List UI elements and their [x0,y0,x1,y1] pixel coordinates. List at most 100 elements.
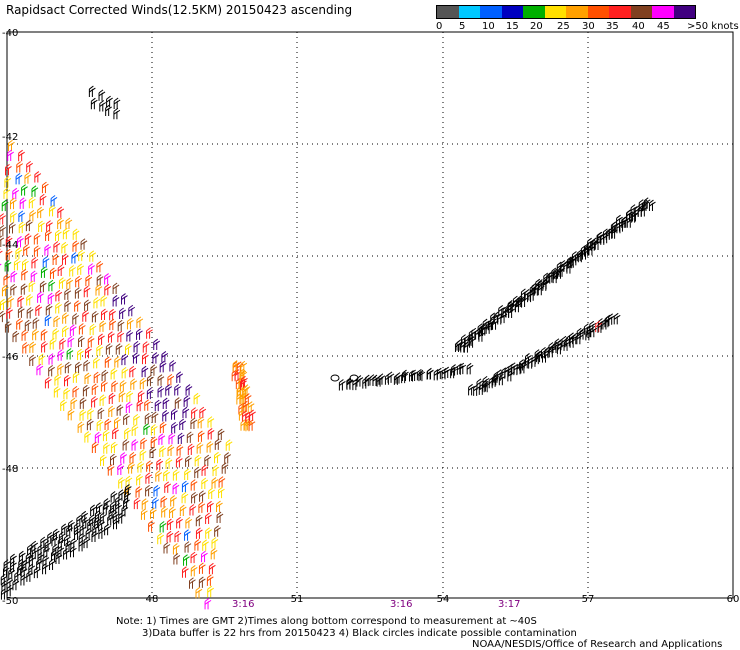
wind-barb [26,160,33,173]
wind-barb [162,397,170,410]
wind-barb [10,210,17,223]
wind-barb [106,95,113,108]
wind-barb [31,540,39,553]
wind-barb [26,307,34,319]
wind-barb [183,554,190,566]
wind-barb [214,451,221,464]
wind-barb [12,187,20,200]
wind-barb [50,195,58,207]
wind-barb [36,558,43,570]
wind-barb [12,578,20,591]
wind-barb [91,383,99,395]
wind-barb [10,197,17,210]
wind-barb [544,346,552,359]
wind-barb [18,558,26,570]
wind-barb [21,184,28,196]
wind-barb [208,487,215,500]
wind-barb [108,392,116,405]
wind-barb [108,405,116,418]
wind-barb [28,555,36,567]
colorbar-tick-label: 20 [530,21,543,32]
wind-barb [201,477,209,490]
wind-barb [69,265,76,277]
wind-barb [0,224,7,237]
wind-barb [64,300,72,312]
wind-barb [83,359,91,372]
wind-barb [107,514,114,526]
wind-barb [150,507,157,519]
wind-barb [643,197,651,209]
wind-barb [22,258,29,271]
wind-barb [33,566,41,579]
wind-barb [217,428,225,441]
wind-barb [202,539,209,551]
wind-barb [197,416,205,429]
wind-barb [459,362,467,375]
wind-barb [49,267,57,279]
wind-barb [57,537,65,549]
longitude-label: 57 [582,594,595,605]
wind-barb [146,387,154,400]
wind-barb [10,560,17,572]
colorbar-segment [501,6,523,18]
contamination-circle [330,374,340,382]
wind-barb [98,333,105,345]
wind-barb [165,457,173,469]
wind-barb [3,273,11,286]
wind-barb [113,107,121,120]
wind-barb [74,300,81,312]
wind-barb [184,529,191,541]
wind-barb [31,185,39,197]
wind-barb [112,295,120,307]
wind-barb [242,410,249,422]
wind-barb [548,346,556,358]
wind-barb [583,323,591,335]
wind-barb [155,470,163,482]
wind-barb [118,390,126,403]
wind-barb [631,210,639,222]
wind-barb [152,352,160,364]
wind-barb [83,536,91,549]
wind-barb [52,328,60,340]
wind-barb [558,265,566,277]
wind-barb [498,305,506,317]
wind-barb [48,364,55,377]
wind-barb [91,310,99,323]
footer-credit: NOAA/NESDIS/Office of Research and Appli… [472,639,723,650]
wind-barb [488,318,496,330]
wind-barb [123,497,130,509]
wind-barb [113,97,121,110]
wind-barb [498,373,506,386]
wind-barb [411,369,418,382]
wind-barb [78,323,86,335]
colorbar-tick-label: 0 [436,21,443,32]
wind-barb [122,439,130,451]
wind-barb [478,330,486,342]
wind-barb [451,364,458,376]
wind-barb [552,271,560,284]
wind-barb [96,261,104,273]
wind-barb [165,384,173,396]
latitude-label: -40 [2,28,18,39]
wind-barb [188,577,196,589]
wind-barb [181,480,189,493]
wind-barb [141,352,149,365]
wind-barb [57,217,64,230]
wind-barb [64,374,71,387]
wind-barb [185,455,192,467]
wind-barb [84,372,92,385]
wind-barb [105,104,112,116]
wind-barb [158,433,166,445]
colorbar-segment [587,6,609,18]
wind-barb [141,498,149,510]
wind-barb [207,416,215,428]
wind-barb [518,296,525,308]
wind-barb [53,241,61,253]
map-title: Rapidsact Corrected Winds(12.5KM) 201504… [6,3,353,17]
wind-barb [94,510,102,522]
wind-barb [5,235,13,248]
wind-barb [5,248,13,261]
wind-barb [41,341,48,353]
wind-barb [23,244,30,256]
wind-barb [26,570,34,582]
